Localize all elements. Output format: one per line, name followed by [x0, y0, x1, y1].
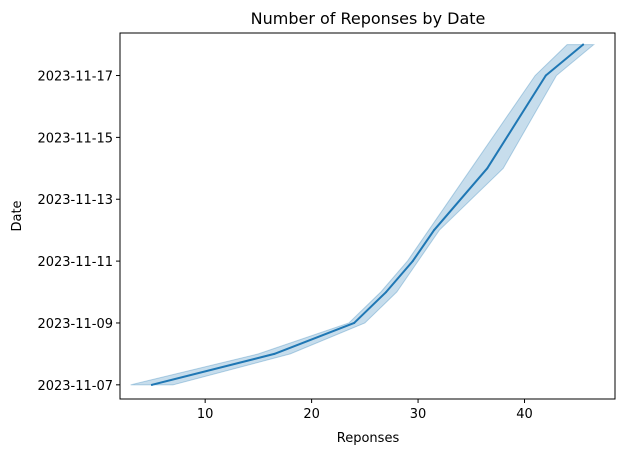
x-axis-label: Reponses [337, 431, 400, 446]
confidence-band [130, 44, 596, 386]
y-tick-label: 2023-11-11 [37, 255, 113, 270]
x-tick-label: 30 [410, 407, 427, 422]
data-point [273, 352, 276, 355]
y-tick-label: 2023-11-17 [37, 70, 113, 85]
y-tick-label: 2023-11-15 [37, 131, 113, 146]
data-point [411, 260, 414, 263]
y-axis-label: Date [10, 200, 25, 231]
series-line [150, 43, 585, 386]
y-tick-label: 2023-11-13 [37, 193, 113, 208]
x-tick-label: 40 [516, 407, 533, 422]
data-point [433, 229, 436, 232]
data-point [150, 383, 153, 386]
x-tick-label: 20 [303, 407, 320, 422]
y-axis-ticks: 2023-11-07 2023-11-09 2023-11-11 2023-11-13… [37, 70, 120, 394]
plot-frame [119, 32, 616, 400]
data-point [582, 43, 585, 46]
data-point [544, 74, 547, 77]
x-tick-label: 10 [197, 407, 214, 422]
data-point [486, 167, 489, 170]
data-point [385, 291, 388, 294]
chart-title: Number of Reponses by Date [251, 9, 486, 28]
y-tick-label: 2023-11-09 [37, 317, 113, 332]
y-tick-label: 2023-11-07 [37, 379, 113, 394]
data-point [353, 321, 356, 324]
plot-area [130, 43, 596, 386]
x-axis-ticks: 10 20 30 40 [197, 399, 533, 422]
